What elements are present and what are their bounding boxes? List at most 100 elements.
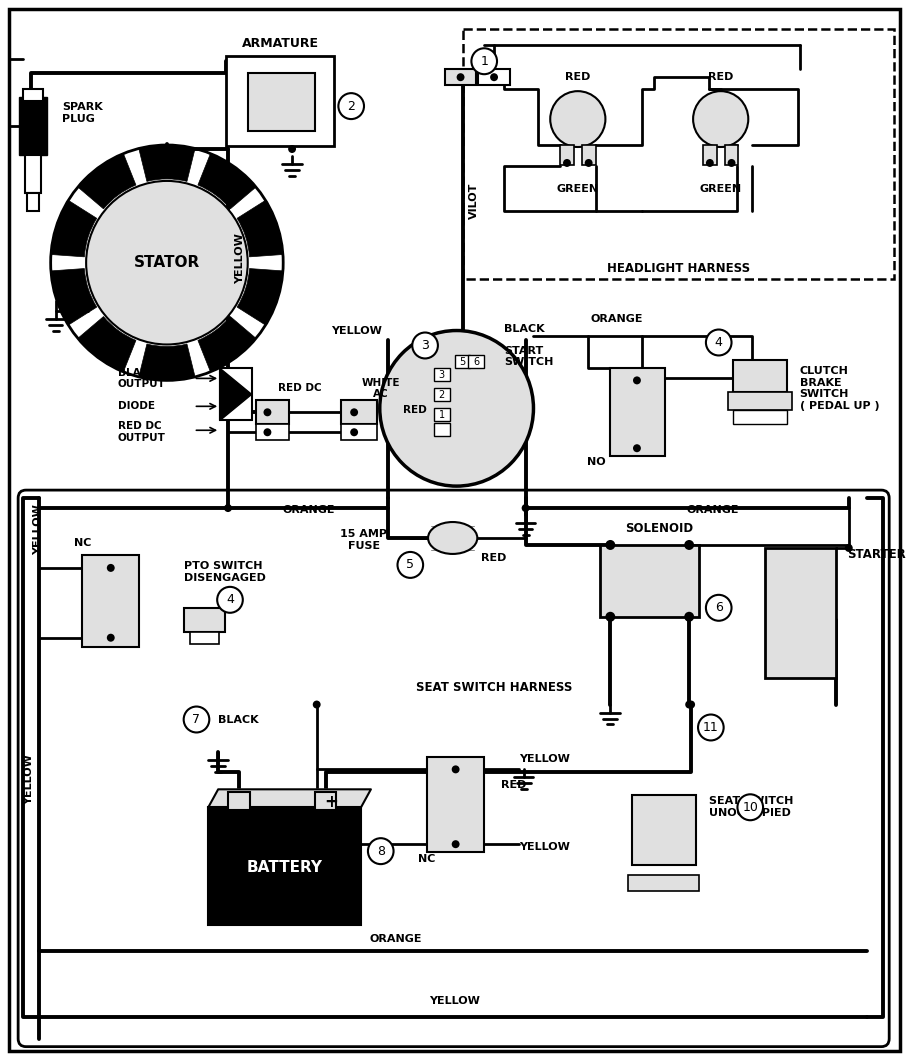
Polygon shape [208,790,370,808]
Text: GREEN: GREEN [556,183,598,194]
Wedge shape [78,154,136,209]
Text: SPARK
PLUG: SPARK PLUG [62,103,103,124]
Text: RED: RED [501,780,526,791]
Wedge shape [198,154,255,209]
Text: 15 AMP
FUSE: 15 AMP FUSE [340,529,387,551]
Text: 6: 6 [714,601,722,615]
Circle shape [263,408,271,417]
Bar [724,145,738,165]
Bar [184,607,225,632]
Circle shape [350,428,357,437]
Text: 3: 3 [438,370,445,381]
Text: PTO SWITCH
DISENGAGED: PTO SWITCH DISENGAGED [184,561,266,583]
Text: 4: 4 [714,336,722,349]
Text: RED: RED [564,72,590,83]
Text: ORANGE: ORANGE [686,505,738,515]
Circle shape [698,714,723,741]
Bar [23,89,42,101]
Text: YELLOW: YELLOW [33,505,43,555]
Circle shape [107,564,115,572]
Text: 1: 1 [480,55,488,68]
Text: 6: 6 [472,357,479,368]
Circle shape [490,73,497,82]
Bar [560,145,573,165]
Bar [426,758,483,852]
Text: START
SWITCH: START SWITCH [504,346,552,367]
Circle shape [844,544,852,552]
Circle shape [686,701,695,708]
Bar [314,792,336,810]
Text: WHITE
AC: WHITE AC [361,377,400,400]
Circle shape [705,595,731,621]
Circle shape [684,612,693,622]
Bar [434,369,449,382]
Text: RED DC
OUTPUT: RED DC OUTPUT [118,422,165,443]
Bar [25,155,40,193]
Circle shape [224,505,232,512]
Text: 5: 5 [459,357,465,368]
Wedge shape [139,344,195,381]
Text: BLACK AC
OUTPUT: BLACK AC OUTPUT [118,368,175,389]
Circle shape [217,587,243,613]
Text: DIODE: DIODE [118,402,154,411]
Text: ARMATURE: ARMATURE [242,37,318,50]
Circle shape [380,331,533,487]
Bar [434,388,449,402]
Text: RED: RED [481,553,506,563]
Text: SOLENOID: SOLENOID [625,522,693,534]
Circle shape [684,540,693,550]
Bar [732,360,786,392]
Bar [600,545,698,617]
Circle shape [184,707,209,732]
Bar [727,392,790,410]
Bar [341,401,377,424]
Text: BLACK: BLACK [504,323,544,334]
Text: YELLOW: YELLOW [330,325,381,336]
Bar [189,632,219,643]
Text: SEAT SWITCH HARNESS: SEAT SWITCH HARNESS [415,682,572,694]
Circle shape [605,612,615,622]
Bar [462,30,893,279]
Bar [220,369,252,420]
Circle shape [727,159,734,167]
Bar [631,795,696,865]
Circle shape [288,145,296,153]
Text: ORANGE: ORANGE [369,934,421,943]
Text: 4: 4 [226,594,233,606]
Wedge shape [139,145,195,181]
Bar [434,408,449,421]
Polygon shape [220,369,252,420]
Bar [454,355,470,369]
Text: 10: 10 [742,800,757,814]
Wedge shape [78,317,136,372]
Circle shape [737,794,762,820]
Bar [226,56,335,146]
Bar [444,69,476,85]
Text: 1: 1 [438,410,445,421]
Circle shape [397,552,423,578]
Text: VILOT: VILOT [469,182,479,219]
Text: STARTER: STARTER [845,548,904,562]
Bar [468,355,483,369]
Bar [247,73,314,131]
Circle shape [86,181,247,344]
Text: 2: 2 [346,100,355,112]
Text: 7: 7 [192,713,200,726]
Circle shape [451,765,460,774]
Bar [19,98,47,155]
Bar [255,401,289,424]
Bar [434,423,449,437]
Circle shape [451,841,460,848]
Circle shape [368,838,393,864]
Circle shape [685,701,692,708]
Circle shape [521,505,529,512]
Text: NO: NO [586,457,606,467]
Text: 8: 8 [377,845,384,858]
Text: 11: 11 [702,721,718,734]
Text: RED: RED [403,405,426,416]
Text: 5: 5 [406,559,414,571]
Bar [765,548,835,677]
Text: BATTERY: BATTERY [246,860,322,874]
Circle shape [338,93,364,119]
Text: NC: NC [74,538,91,548]
